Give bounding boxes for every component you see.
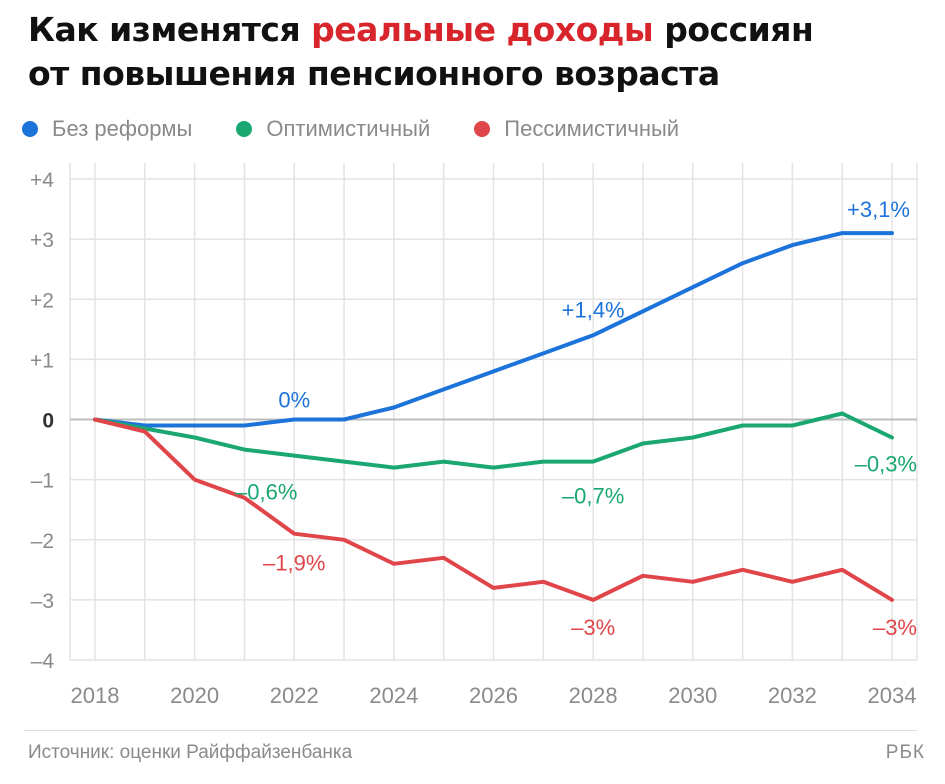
legend-label-optimistic: Оптимистичный [266, 116, 431, 141]
data-label-no-reform-2034: +3,1% [847, 197, 910, 222]
series-line-optimistic [93, 411, 894, 470]
data-label-optimistic-2028: –0,7% [562, 484, 624, 509]
x-tick-label-2024: 2024 [369, 683, 418, 708]
y-tick-label-7: –3 [31, 590, 54, 613]
series-line-no-reform [93, 231, 894, 428]
data-label-optimistic-2022: –0,6% [235, 480, 297, 505]
y-tick-label-8: –4 [31, 650, 55, 673]
x-tick-label-2032: 2032 [768, 683, 817, 708]
data-labels: 0% +1,4% +3,1% –0,6% –0,7% –0,3% –1,9% –3% –3% [235, 197, 917, 640]
x-tick-label-2020: 2020 [170, 683, 219, 708]
x-tick-label-2026: 2026 [469, 683, 518, 708]
x-tick-label-2018: 2018 [71, 683, 120, 708]
grid [69, 163, 918, 661]
title-part-1: Как изменятся [28, 10, 312, 49]
y-tick-label-1: +3 [30, 229, 54, 252]
y-tick-label-5: –1 [31, 470, 54, 493]
source-note: Источник: оценки Райффайзенбанка [28, 742, 353, 763]
legend-item-pessimistic: Пессимистичный [474, 116, 679, 142]
chart-legend: Без реформы Оптимистичный Пессимистичный [22, 114, 723, 144]
x-tick-label-2028: 2028 [569, 683, 618, 708]
title-highlight: реальные доходы [311, 10, 654, 49]
data-label-optimistic-2034: –0,3% [855, 452, 917, 477]
legend-label-no-reform: Без реформы [52, 116, 193, 141]
footer-divider [24, 730, 917, 731]
x-tick-label-2030: 2030 [668, 683, 717, 708]
legend-dot-red [474, 121, 491, 137]
x-tick-label-2034: 2034 [868, 683, 917, 708]
legend-label-pessimistic: Пессимистичный [504, 116, 680, 141]
x-axis-ticks: 2018 2020 2022 2024 2026 2028 2030 2032 2034 [71, 683, 917, 708]
legend-item-no-reform: Без реформы [22, 116, 192, 142]
y-tick-label-2: +2 [30, 289, 54, 312]
data-label-pessimistic-2028: –3% [571, 615, 615, 640]
y-tick-label-6: –2 [31, 530, 54, 553]
y-tick-label-4: 0 [42, 410, 54, 433]
brand-logo-text: РБК [885, 742, 925, 763]
y-tick-label-0: +4 [30, 169, 54, 192]
legend-item-optimistic: Оптимистичный [236, 116, 430, 142]
series-lines [93, 231, 894, 602]
data-label-pessimistic-2034: –3% [873, 615, 917, 640]
data-label-pessimistic-2022: –1,9% [263, 551, 325, 576]
y-tick-label-3: +1 [30, 349, 54, 372]
legend-dot-green [236, 121, 253, 137]
legend-dot-blue [22, 121, 38, 137]
data-label-no-reform-2022: 0% [278, 388, 310, 413]
title-line-2: от повышения пенсионного возраста [28, 54, 720, 93]
title-part-2: россиян [653, 10, 814, 49]
line-chart: +4+3+2+10–1–2–3–4 2018 2020 2022 2024 2026 20… [30, 163, 918, 708]
x-tick-label-2022: 2022 [270, 683, 319, 708]
chart-title: Как изменятся реальные доходы россиян от … [28, 8, 814, 96]
data-label-no-reform-2028: +1,4% [562, 297, 625, 322]
y-axis-ticks: +4 +3 +2 +1 0 –1 –2 –3 –4 [30, 169, 54, 673]
series-line-pessimistic [93, 417, 894, 602]
